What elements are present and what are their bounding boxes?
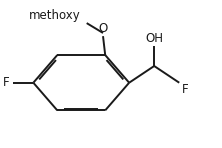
Text: O: O bbox=[98, 22, 108, 35]
Text: OH: OH bbox=[145, 32, 163, 45]
Text: methoxy: methoxy bbox=[28, 9, 80, 22]
Text: F: F bbox=[181, 83, 188, 96]
Text: F: F bbox=[3, 76, 9, 89]
